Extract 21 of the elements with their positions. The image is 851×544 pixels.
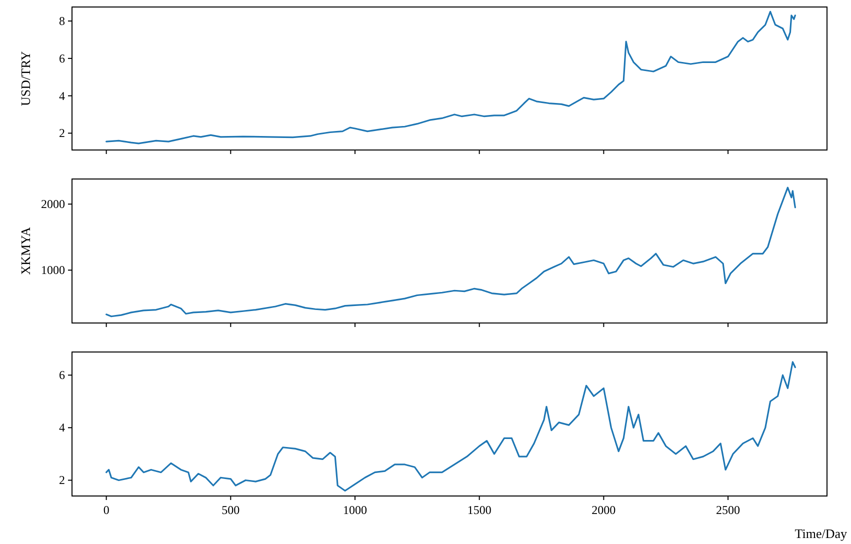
y-axis-title: USD/TRY	[18, 50, 33, 106]
y-tick-label: 8	[59, 14, 65, 28]
y-tick-label: 6	[59, 51, 65, 66]
y-tick-label: 4	[59, 420, 65, 435]
y-tick-label: 4	[59, 88, 65, 103]
line-series	[106, 10, 796, 144]
x-tick-label: 1500	[467, 503, 492, 517]
line-series	[106, 361, 796, 492]
x-tick-label: 2500	[716, 503, 740, 517]
y-tick-label: 2	[59, 126, 65, 140]
y-tick-label: 6	[59, 368, 65, 382]
x-tick-label: 0	[103, 503, 110, 517]
line-series	[106, 186, 796, 318]
x-axis-title: Time/Day	[794, 526, 848, 541]
x-tick-label: 1000	[343, 503, 367, 517]
x-tick-label: 2000	[592, 503, 616, 517]
y-tick-label: 1000	[41, 263, 65, 278]
y-tick-label: 2	[59, 473, 65, 488]
y-axis-title: XKMYA	[18, 226, 33, 275]
x-tick-label: 500	[222, 503, 240, 517]
y-tick-label: 2000	[41, 197, 65, 212]
